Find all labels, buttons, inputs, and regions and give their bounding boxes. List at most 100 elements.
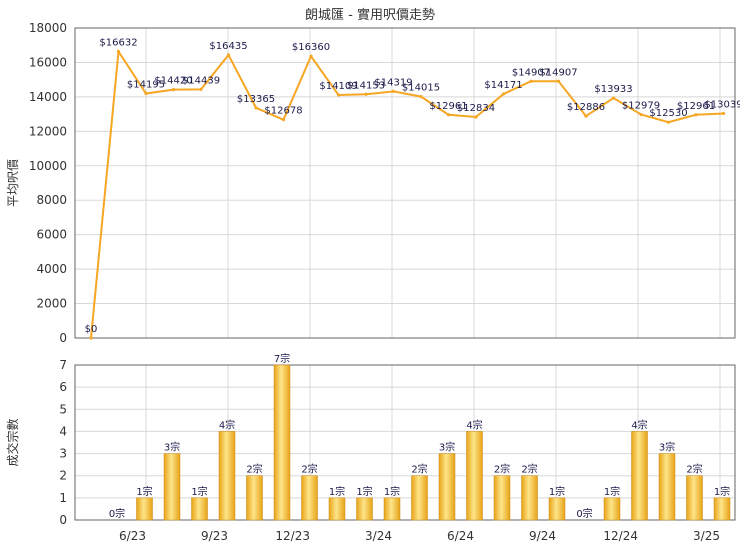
count-data-label: 4宗 [219,418,235,431]
count-data-label: 1宗 [549,485,565,498]
price-point [391,89,396,93]
price-data-label: $14907 [539,67,577,78]
price-data-label: $12678 [264,106,302,117]
count-data-label: 2宗 [686,463,702,476]
y-tick-label-top: 18000 [29,21,67,35]
price-data-label: $14109 [319,81,357,92]
count-bar [383,497,401,521]
count-data-label: 2宗 [246,463,262,476]
count-bar [658,453,676,521]
y-tick-label-bottom: 6 [59,380,67,394]
price-data-label: $14015 [402,83,440,94]
count-bar [603,497,621,521]
price-data-label: $16435 [209,41,247,52]
x-tick-label: 12/23 [275,529,310,543]
price-data-label: $14420 [154,76,192,87]
price-point [584,114,588,118]
price-point [281,118,286,122]
count-bar [713,497,731,521]
count-data-label: 1宗 [356,485,372,498]
count-bar [411,475,428,521]
plot-frame-bottom [74,364,736,521]
price-point [611,96,616,100]
count-data-label: 1宗 [604,485,620,498]
count-bar [686,475,703,521]
count-data-label: 3宗 [659,441,675,454]
price-data-label: $14171 [484,80,522,91]
price-data-label: $12886 [567,102,605,113]
y-tick-label-top: 16000 [29,55,67,69]
count-data-label: 2宗 [521,463,537,476]
count-data-label: 7宗 [274,352,290,365]
price-point [694,113,698,117]
y-axis-label-top: 平均呎價 [6,159,20,207]
price-data-label: $13933 [594,84,632,95]
chart-title: 朗城匯 - 實用呎價走勢 [305,8,435,23]
count-data-label: 2宗 [301,463,317,476]
count-bar [191,497,208,521]
count-data-label: 0宗 [109,507,125,520]
count-bar [466,431,483,521]
price-point [666,120,671,124]
price-point [474,115,478,119]
y-tick-label-bottom: 2 [59,469,67,483]
price-data-label: $12834 [457,103,495,114]
y-tick-label-top: 6000 [36,228,67,242]
count-bar [218,431,236,521]
count-data-label: 4宗 [631,418,647,431]
price-point [226,53,231,57]
price-data-label: $14153 [347,80,385,91]
y-tick-label-top: 12000 [29,124,67,138]
y-tick-label-bottom: 0 [59,513,67,527]
price-point [254,106,258,110]
count-data-label: 1宗 [714,485,730,498]
count-bar [246,475,263,521]
y-tick-label-top: 4000 [36,262,67,276]
y-tick-label-top: 2000 [36,297,67,311]
count-data-label: 1宗 [329,485,345,498]
price-data-label: $12979 [622,100,660,111]
y-tick-label-top: 14000 [29,90,67,104]
y-tick-label-bottom: 1 [59,491,67,505]
count-bar [136,497,153,521]
y-tick-label-top: 10000 [29,159,67,173]
count-data-label: 0宗 [576,507,592,520]
y-tick-label-top: 0 [59,331,67,345]
price-data-label: $14907 [512,67,550,78]
count-bar [328,497,346,521]
price-point [199,87,203,91]
price-data-label: $16360 [292,42,330,53]
price-point [336,93,341,97]
x-tick-label: 3/25 [693,529,720,543]
count-data-label: 1宗 [384,485,400,498]
count-data-label: 3宗 [439,441,455,454]
x-tick-label: 3/24 [365,529,392,543]
y-tick-label-top: 8000 [36,193,67,207]
price-point [446,113,451,117]
count-bar [356,497,373,521]
count-bar [493,475,511,521]
price-data-label: $0 [85,324,98,335]
price-point [364,92,368,96]
count-data-label: 2宗 [411,463,427,476]
y-tick-label-bottom: 7 [59,358,67,372]
count-data-label: 1宗 [191,485,207,498]
price-point [529,79,533,83]
price-point [309,54,313,58]
price-point [89,336,93,340]
price-data-label: $13365 [237,94,275,105]
price-data-label: $16632 [99,38,137,49]
price-data-label: $13039 [704,99,740,110]
plot-frame-top [74,27,736,339]
price-data-label: $12961 [677,101,715,112]
price-point [144,91,148,96]
count-bar [521,475,538,521]
price-point [556,79,561,83]
count-bar [301,475,318,521]
price-point [419,95,423,99]
x-tick-label: 6/24 [447,529,474,543]
price-data-label: $14195 [127,80,165,91]
count-data-label: 2宗 [494,463,510,476]
